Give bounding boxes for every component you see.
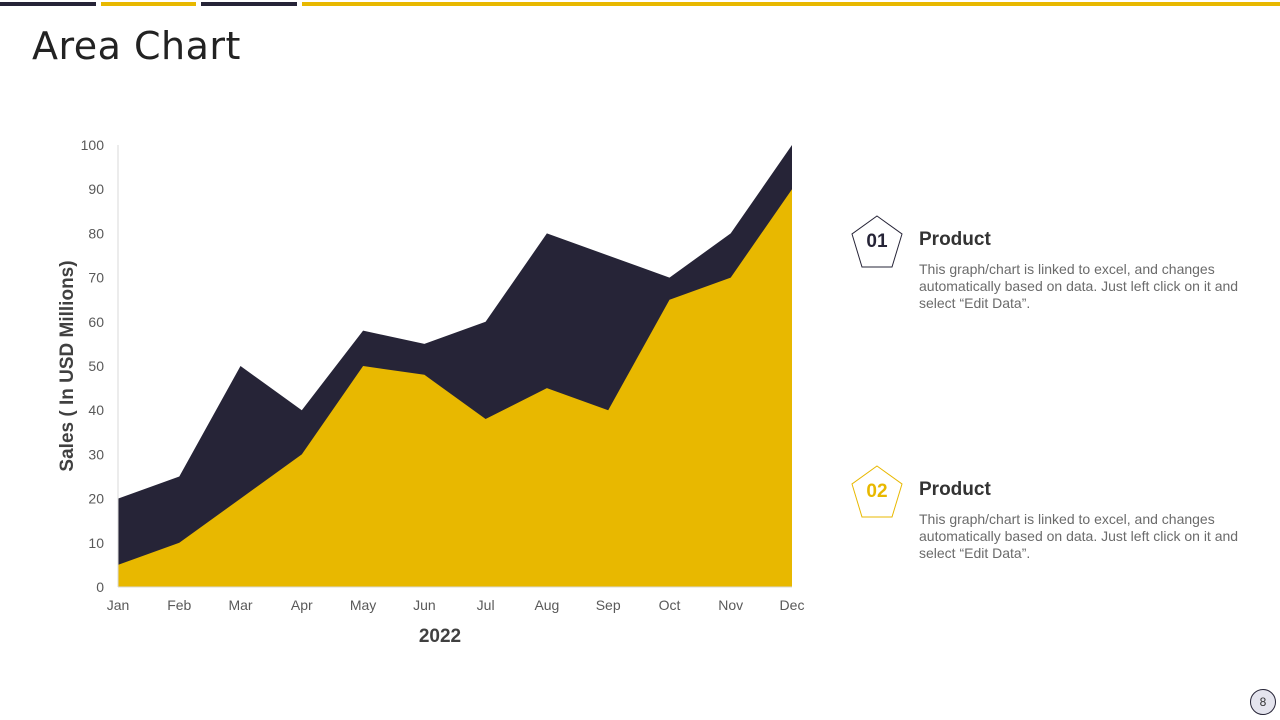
y-tick-label: 80 xyxy=(88,225,104,241)
y-tick-label: 100 xyxy=(81,137,105,153)
x-tick-label: Jun xyxy=(413,597,436,613)
header-accent-bar xyxy=(0,2,96,6)
header-accent-bar xyxy=(201,2,297,6)
slide-title: Area Chart xyxy=(32,24,241,68)
y-tick-label: 50 xyxy=(88,358,104,374)
page-number: 8 xyxy=(1250,689,1276,715)
x-tick-label: Nov xyxy=(718,597,743,613)
x-tick-label: Dec xyxy=(780,597,805,613)
area-series-2 xyxy=(118,189,792,587)
pentagon-icon xyxy=(851,215,903,268)
y-tick-label: 10 xyxy=(88,535,104,551)
x-tick-label: Feb xyxy=(167,597,191,613)
x-tick-label: Aug xyxy=(534,597,559,613)
legend-description: This graph/chart is linked to excel, and… xyxy=(919,261,1239,311)
y-tick-label: 90 xyxy=(88,181,104,197)
y-tick-label: 30 xyxy=(88,446,104,462)
x-tick-label: Mar xyxy=(228,597,252,613)
x-tick-label: Oct xyxy=(659,597,681,613)
y-tick-label: 40 xyxy=(88,402,104,418)
y-tick-label: 70 xyxy=(88,270,104,286)
x-tick-label: Apr xyxy=(291,597,313,613)
header-accent-bar xyxy=(302,2,1280,6)
legend-description: This graph/chart is linked to excel, and… xyxy=(919,511,1239,561)
y-tick-label: 0 xyxy=(96,579,104,595)
y-tick-label: 20 xyxy=(88,491,104,507)
legend-number: 01 xyxy=(866,231,888,252)
legend-number: 02 xyxy=(866,481,888,502)
y-tick-label: 60 xyxy=(88,314,104,330)
x-tick-label: Sep xyxy=(596,597,621,613)
y-axis-title: Sales ( In USD Millions) xyxy=(57,260,78,471)
header-accent-bar xyxy=(101,2,196,6)
x-tick-label: Jan xyxy=(107,597,130,613)
pentagon-icon xyxy=(851,465,903,518)
x-tick-label: Jul xyxy=(477,597,495,613)
x-tick-label: May xyxy=(350,597,376,613)
legend-title: Product xyxy=(919,479,991,500)
x-axis-title: 2022 xyxy=(419,626,461,647)
legend-title: Product xyxy=(919,229,991,250)
